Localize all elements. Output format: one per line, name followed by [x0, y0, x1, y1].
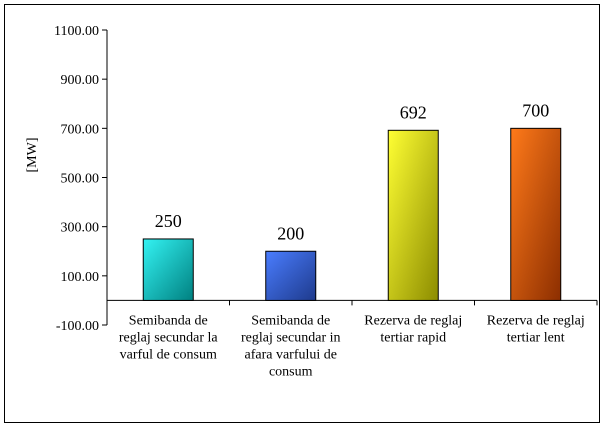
bar-2 — [387, 129, 439, 301]
bar-3 — [510, 127, 562, 301]
bar-chart: [MW] -100.00 100.00 300.00 500.00 700.00 900.… — [25, 24, 598, 379]
y-axis-label: [MW] — [25, 138, 40, 173]
category-label-1-line-0: Semibanda de — [251, 313, 330, 328]
data-label-0: 250 — [155, 211, 182, 231]
category-label-3-line-1: tertiar lent — [507, 330, 565, 345]
category-label-1-line-3: consum — [269, 364, 313, 379]
category-label-0-line-1: reglaj secundar la — [119, 330, 219, 345]
data-label-2: 692 — [400, 102, 427, 122]
category-label-1-line-1: reglaj secundar in — [241, 330, 341, 345]
y-tick-label-6: 1100.00 — [54, 24, 99, 39]
category-label-2-line-1: tertiar rapid — [380, 330, 446, 345]
y-tick-label-3: 500.00 — [61, 172, 100, 187]
category-label-0-line-2: varful de consum — [120, 347, 217, 362]
category-label-3-line-0: Rezerva de reglaj — [487, 313, 585, 328]
bar-0 — [142, 238, 194, 301]
category-label-1-line-2: afara varfului de — [245, 347, 338, 362]
bar-1 — [265, 250, 317, 301]
y-tick-label-0: -100.00 — [56, 319, 99, 334]
data-label-3: 700 — [522, 100, 549, 120]
y-tick-label-1: 100.00 — [61, 270, 100, 285]
chart-frame: [MW] -100.00 100.00 300.00 500.00 700.00 900.… — [4, 4, 600, 423]
y-tick-label-2: 300.00 — [61, 221, 100, 236]
y-tick-label-5: 900.00 — [61, 73, 100, 88]
y-tick-label-4: 700.00 — [61, 122, 100, 137]
category-label-0-line-0: Semibanda de — [129, 313, 208, 328]
category-label-2-line-0: Rezerva de reglaj — [364, 313, 462, 328]
data-label-1: 200 — [277, 223, 304, 243]
